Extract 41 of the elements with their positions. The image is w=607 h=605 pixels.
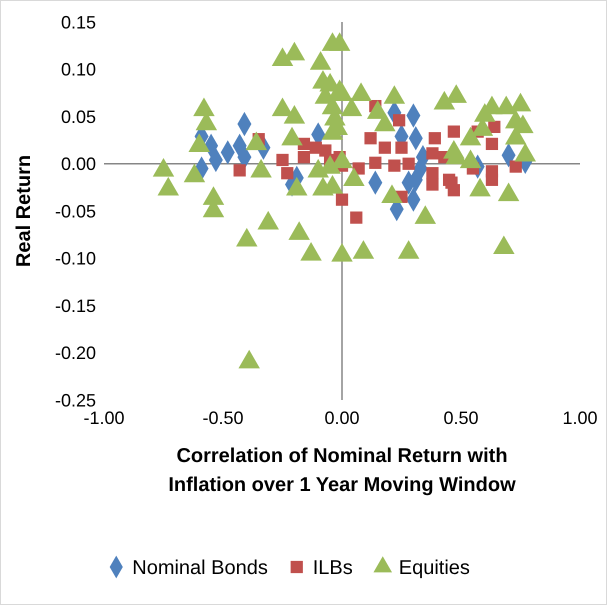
x-tick-label: 0.50: [443, 408, 479, 428]
point: [402, 158, 415, 170]
point: [486, 174, 498, 186]
point: [448, 125, 460, 138]
point: [395, 142, 408, 154]
legend-label: Nominal Bonds: [132, 557, 268, 579]
y-tick-label: 0.15: [60, 12, 96, 32]
point: [486, 138, 498, 150]
y-tick-label: -0.20: [54, 343, 96, 364]
y-tick-label: -0.25: [54, 390, 96, 410]
x-tick-label: 1.00: [562, 408, 598, 428]
x-tick-label: 0.00: [324, 408, 360, 428]
x-tick-label: -1.00: [83, 408, 125, 428]
point: [336, 194, 348, 206]
legend-label: Equities: [398, 557, 470, 579]
point: [388, 160, 400, 172]
point: [234, 164, 246, 176]
y-axis-title: Real Return: [13, 154, 35, 268]
y-tick-label: 0.05: [60, 106, 96, 127]
point: [378, 142, 391, 154]
point: [426, 147, 439, 160]
point: [428, 132, 441, 144]
point: [281, 167, 294, 180]
point: [369, 156, 382, 169]
point: [510, 160, 522, 173]
x-axis-title: Correlation of Nominal Return with Inflation over 1 Year Moving Window: [168, 445, 516, 496]
y-tick-label: -0.10: [54, 248, 96, 269]
y-tick-label: -0.05: [54, 201, 96, 222]
x-tick-label: -0.50: [202, 408, 244, 428]
point: [276, 154, 289, 166]
point: [392, 114, 406, 126]
point: [448, 184, 460, 196]
y-tick-label: 0.00: [60, 154, 96, 174]
point: [364, 132, 377, 144]
point: [298, 151, 310, 164]
y-tick-label: 0.10: [60, 60, 96, 80]
y-tick-label: -0.15: [54, 296, 96, 316]
point: [426, 167, 439, 180]
legend-label: ILBs: [312, 557, 353, 579]
point: [350, 211, 362, 224]
point: [426, 178, 439, 191]
